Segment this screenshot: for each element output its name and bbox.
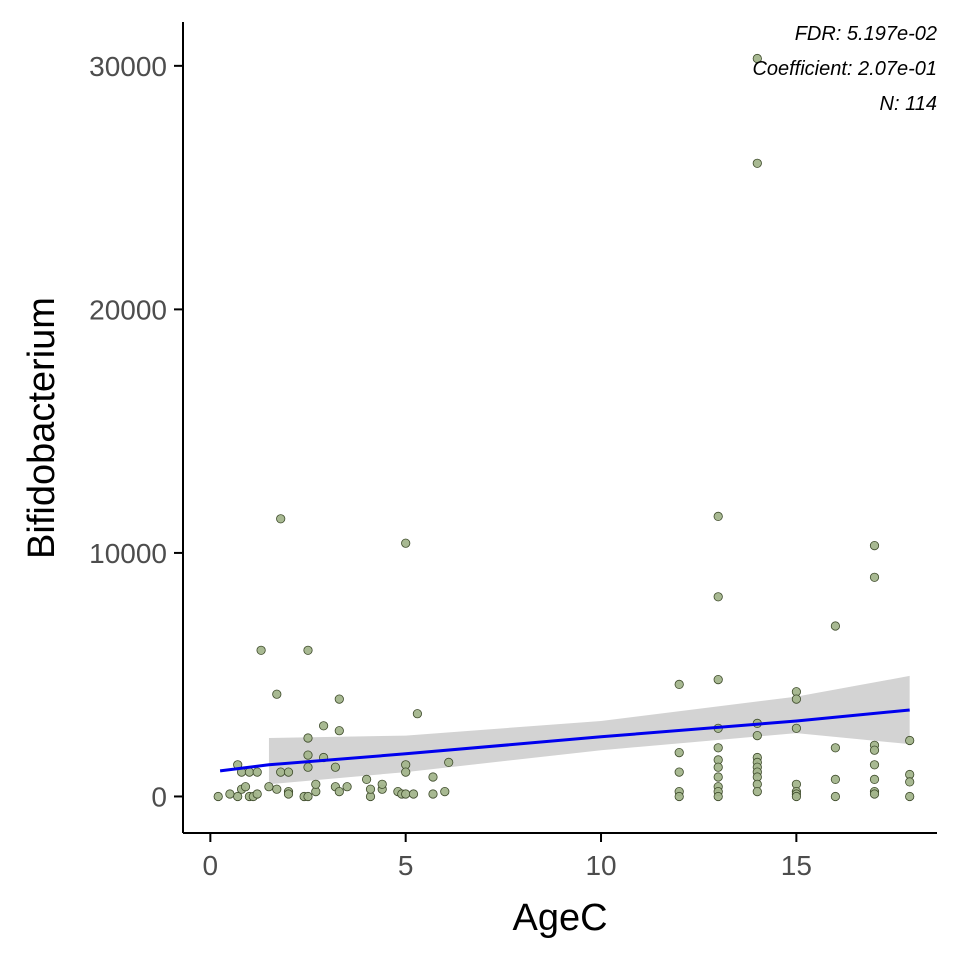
data-point-58: [674, 791, 684, 802]
data-point-41: [377, 779, 387, 789]
regression-line: [219, 708, 910, 773]
y-tick-label-2: 20000: [89, 294, 167, 325]
data-point-51: [428, 789, 438, 799]
data-point-12: [256, 645, 266, 655]
data-point-23: [303, 645, 313, 655]
data-point-80: [752, 786, 762, 797]
data-point-99: [869, 789, 880, 799]
data-point-2: [233, 791, 243, 802]
data-point-88: [830, 621, 841, 631]
data-points-layer: [213, 53, 915, 802]
data-point-35: [334, 786, 344, 797]
data-point-102: [905, 777, 915, 787]
data-point-63: [713, 743, 723, 753]
data-point-8: [244, 767, 254, 777]
data-point-31: [330, 762, 340, 772]
data-point-37: [361, 774, 372, 785]
data-point-61: [713, 674, 723, 685]
coefficient-annotation: Coefficient: 2.07e-01: [752, 58, 937, 80]
data-point-53: [444, 757, 454, 768]
data-point-59: [713, 511, 723, 522]
data-point-91: [830, 791, 841, 802]
data-point-1: [225, 789, 235, 799]
data-point-6: [240, 782, 251, 792]
axes-layer: 0 5 10 15 0 10000 20000 30000: [89, 22, 937, 881]
y-axis-title: Bifidobacterium: [21, 297, 63, 559]
data-point-89: [830, 743, 841, 753]
data-point-25: [303, 750, 313, 760]
data-point-13: [264, 782, 274, 792]
data-point-65: [713, 762, 723, 772]
data-point-20: [283, 789, 294, 799]
data-point-54: [674, 679, 684, 690]
fdr-annotation: FDR: 5.197e-02: [795, 23, 937, 45]
y-tick-label-1: 10000: [89, 538, 167, 569]
data-point-66: [713, 772, 723, 782]
data-point-34: [334, 726, 344, 736]
confidence-band: [268, 675, 910, 785]
data-point-47: [401, 789, 411, 799]
x-tick-label-2: 10: [585, 850, 616, 881]
data-point-28: [311, 779, 321, 789]
data-point-24: [303, 733, 313, 743]
data-point-92: [869, 540, 880, 551]
data-point-10: [252, 767, 262, 777]
data-point-16: [276, 514, 286, 524]
data-point-11: [252, 789, 262, 799]
data-point-50: [428, 772, 438, 782]
data-point-56: [674, 767, 684, 777]
data-point-60: [713, 592, 723, 602]
y-tick-label-0: 0: [151, 781, 167, 812]
x-tick-label-1: 5: [398, 850, 414, 881]
data-point-48: [408, 789, 419, 799]
data-point-96: [869, 760, 880, 770]
data-point-90: [830, 774, 841, 785]
data-point-103: [905, 791, 915, 802]
confidence-band-layer: [268, 675, 910, 785]
data-point-36: [342, 782, 352, 792]
data-point-22: [303, 791, 313, 802]
data-point-39: [365, 784, 376, 794]
x-tick-label-0: 0: [203, 850, 219, 881]
n-annotation: N: 114: [880, 93, 937, 115]
data-point-95: [869, 745, 880, 755]
data-point-52: [440, 786, 450, 797]
data-point-100: [905, 735, 915, 746]
data-point-49: [412, 709, 422, 719]
data-point-55: [674, 747, 684, 758]
data-point-70: [752, 53, 762, 64]
y-tick-label-3: 30000: [89, 51, 167, 82]
data-point-18: [283, 767, 294, 777]
data-point-29: [318, 721, 329, 731]
data-point-83: [791, 723, 802, 733]
data-point-33: [334, 694, 344, 704]
data-point-93: [869, 572, 880, 582]
data-point-69: [713, 791, 723, 802]
x-axis-title: AgeC: [512, 897, 607, 939]
x-tick-label-3: 15: [781, 850, 812, 881]
data-point-14: [272, 689, 282, 699]
data-point-82: [791, 694, 802, 704]
data-point-17: [276, 767, 286, 777]
data-point-71: [752, 158, 762, 168]
data-point-46: [401, 767, 411, 777]
regression-line-layer: [219, 708, 910, 773]
data-point-97: [869, 774, 880, 785]
data-point-0: [213, 791, 223, 802]
data-point-73: [752, 730, 762, 741]
data-point-44: [401, 538, 411, 548]
data-point-87: [791, 791, 802, 802]
data-point-26: [303, 762, 313, 772]
data-point-15: [272, 784, 282, 794]
